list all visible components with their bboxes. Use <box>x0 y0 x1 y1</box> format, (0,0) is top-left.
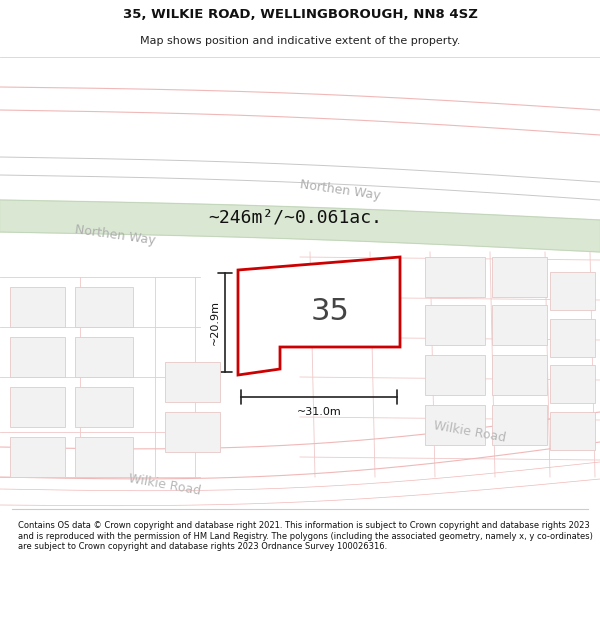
Text: ~20.9m: ~20.9m <box>210 300 220 345</box>
Text: Wilkie Road: Wilkie Road <box>128 472 202 498</box>
Bar <box>425 257 485 297</box>
Text: Map shows position and indicative extent of the property.: Map shows position and indicative extent… <box>140 36 460 46</box>
Bar <box>425 405 485 445</box>
Text: ~246m²/~0.061ac.: ~246m²/~0.061ac. <box>208 208 382 226</box>
Bar <box>75 437 133 477</box>
Bar <box>10 287 65 327</box>
Text: ~31.0m: ~31.0m <box>296 407 341 417</box>
Polygon shape <box>238 257 400 375</box>
Text: Northen Way: Northen Way <box>299 178 381 202</box>
Bar <box>492 257 547 297</box>
Bar <box>492 405 547 445</box>
Bar <box>75 337 133 377</box>
Bar <box>550 272 595 310</box>
Bar <box>492 305 547 345</box>
Bar <box>492 355 547 395</box>
Bar <box>550 365 595 403</box>
Bar <box>425 355 485 395</box>
Bar <box>425 305 485 345</box>
Text: Northen Way: Northen Way <box>74 223 156 247</box>
Bar <box>10 337 65 377</box>
Text: Contains OS data © Crown copyright and database right 2021. This information is : Contains OS data © Crown copyright and d… <box>18 521 593 551</box>
Bar <box>10 387 65 427</box>
Text: 35, WILKIE ROAD, WELLINGBOROUGH, NN8 4SZ: 35, WILKIE ROAD, WELLINGBOROUGH, NN8 4SZ <box>122 8 478 21</box>
Bar <box>10 437 65 477</box>
Bar <box>75 387 133 427</box>
Bar <box>550 319 595 357</box>
Bar <box>165 412 220 452</box>
Text: 35: 35 <box>311 298 349 326</box>
Bar <box>75 287 133 327</box>
Text: Wilkie Road: Wilkie Road <box>433 419 507 445</box>
Bar <box>550 412 595 450</box>
Bar <box>165 362 220 402</box>
